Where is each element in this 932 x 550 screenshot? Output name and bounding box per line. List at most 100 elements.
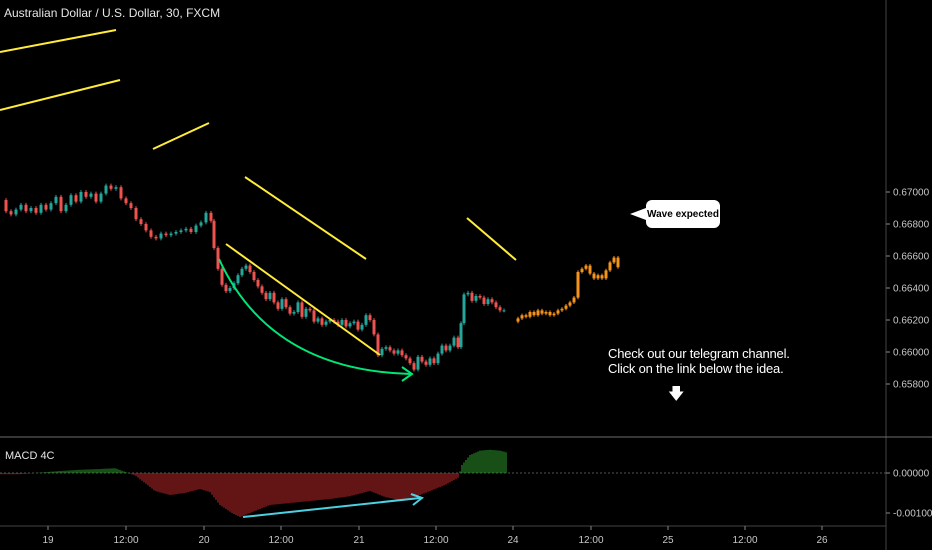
candle-body [320,318,324,325]
note-line-2: Click on the link below the idea. [608,361,784,376]
projection-candle [524,315,528,317]
candle-body [164,233,168,236]
candle-body [212,220,216,248]
candle-body [444,345,448,351]
projection-candle [576,272,580,298]
candle-body [39,204,43,213]
candle-body [109,185,113,189]
candle-body [69,195,73,205]
candle-body [312,310,316,322]
candle-body [376,334,380,356]
candle-body [260,286,264,293]
candle-body [240,268,244,276]
candle-body [228,288,232,292]
candle-body [284,299,288,308]
candle-body [244,265,248,269]
candle-body [396,350,400,354]
projection-candle [528,312,532,317]
candle-body [440,345,444,354]
projection-candle [536,310,540,316]
price-tick-label: 0.67000 [893,188,930,199]
projection-candle [544,312,548,314]
candle-body [490,299,494,303]
time-tick-label: 12:00 [113,535,138,546]
projection-candle [560,308,564,311]
candle-body [340,320,344,325]
projection-candle [612,257,616,263]
candle-body [452,337,456,346]
time-tick-label: 24 [507,535,519,546]
time-tick-label: 12:00 [732,535,757,546]
candle-body [470,292,474,301]
candle-body [89,193,93,197]
time-tick-label: 12:00 [578,535,603,546]
candle-body [159,233,163,239]
candle-body [456,337,460,348]
candle-body [364,315,368,325]
candle-body [380,348,384,356]
projection-candle [564,305,568,309]
time-tick-label: 26 [816,535,828,546]
candle-body [14,209,18,215]
candle-body [220,268,224,285]
candle-body [248,265,252,272]
candle-body [79,192,83,202]
candle-body [184,228,188,231]
candle-body [360,324,364,330]
candle-body [498,307,502,311]
channel-line [152,122,210,150]
projection-candle [588,265,592,274]
candle-body [44,204,48,210]
candle-body [336,321,340,325]
projection-candle [592,273,596,279]
candle-body [29,208,33,212]
candle-body [416,356,420,370]
candle-body [352,321,356,324]
divergence-arrow-head [410,493,425,506]
candle-body [9,211,13,215]
candle-body [256,280,260,287]
candle-body [179,230,183,232]
price-tick-label: 0.66600 [893,252,930,263]
candle-body [139,219,143,224]
candle-body [34,208,38,213]
candle-body [134,208,138,220]
projection-candle [516,318,520,322]
channel-line [225,243,381,356]
candle-body [486,299,490,304]
macd-tick-label: -0.00100 [893,509,932,520]
candle-body [224,284,228,292]
macd-tick-label: 0.00000 [893,469,930,480]
projection-candle [584,265,588,269]
curved-arrow-head [401,366,414,382]
candle-body [388,347,392,351]
candle-body [264,292,268,300]
candle-body [324,321,328,325]
candle-body [462,294,466,324]
candle-body [272,292,276,303]
note-line-1: Check out our telegram channel. [608,346,790,361]
time-tick-label: 12:00 [423,535,448,546]
candle-body [428,358,432,365]
candle-body [292,312,296,314]
candle-body [189,228,193,232]
candle-body [384,347,388,349]
candle-body [154,236,158,239]
candle-body [400,350,404,356]
candle-body [494,302,498,308]
candle-body [252,272,256,280]
candle-body [114,187,118,189]
candle-body [372,320,376,335]
candle-body [104,185,108,194]
projection-candle [556,310,560,314]
projection-candle [608,262,612,271]
curved-arrow [218,258,411,375]
channel-line [244,176,367,260]
divergence-line [242,497,421,518]
candle-body [119,187,123,199]
candle-body [4,200,8,212]
candle-body [236,275,240,284]
candle-body [474,296,478,301]
candle-body [144,224,148,231]
